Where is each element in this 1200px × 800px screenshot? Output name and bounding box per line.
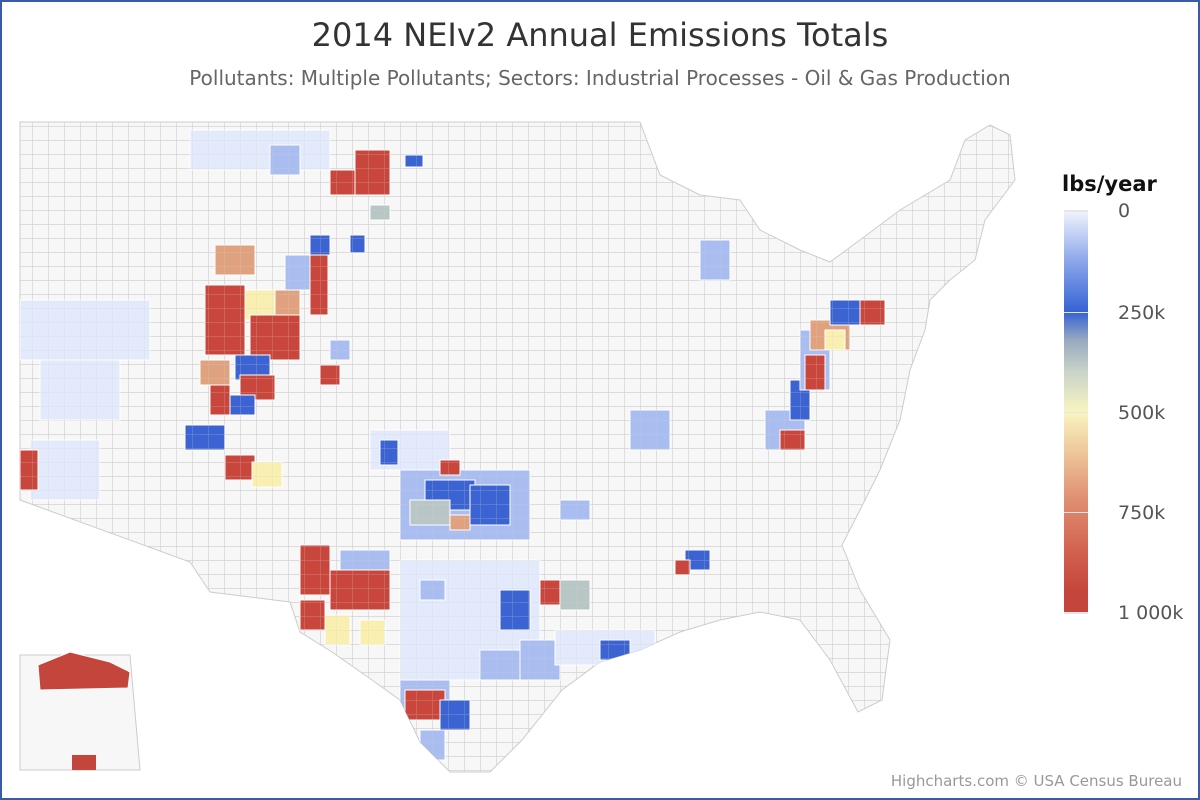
legend-label-750k: 750k xyxy=(1118,502,1166,524)
legend-title: lbs/year xyxy=(1062,172,1157,196)
legend-label-1000k: 1 000k xyxy=(1118,602,1184,624)
contiguous-us xyxy=(19,121,1016,773)
legend-label-500k: 500k xyxy=(1118,402,1166,424)
credits-link[interactable]: Highcharts.com © USA Census Bureau xyxy=(890,772,1182,790)
legend-tick xyxy=(1064,312,1088,313)
chart-subtitle: Pollutants: Multiple Pollutants; Sectors… xyxy=(189,66,1011,90)
legend-label-0: 0 xyxy=(1118,200,1131,222)
legend-tick xyxy=(1064,412,1088,413)
legend-label-250k: 250k xyxy=(1118,302,1166,324)
alaska-inset xyxy=(19,651,141,771)
legend-tick xyxy=(1064,512,1088,513)
chart-title: 2014 NEIv2 Annual Emissions Totals xyxy=(311,16,889,54)
